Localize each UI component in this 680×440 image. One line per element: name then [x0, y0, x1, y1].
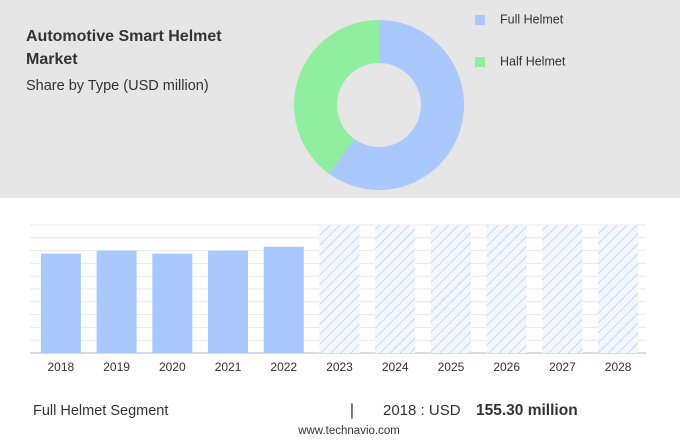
x-tick-label: 2026 [493, 360, 520, 374]
footer-separator: | [350, 402, 354, 419]
legend-label: Half Helmet [500, 54, 566, 68]
legend-swatch [475, 57, 485, 67]
title-line: Market [26, 51, 78, 68]
x-tick-label: 2025 [438, 360, 465, 374]
donut-slice [293, 20, 379, 174]
forecast-bar [319, 225, 360, 353]
forecast-bar [375, 225, 416, 353]
chart-subtitle: Share by Type (USD million) [26, 78, 209, 94]
bar [263, 246, 304, 353]
footer-year: 2018 : USD [383, 402, 461, 419]
bar [208, 250, 249, 353]
x-tick-label: 2027 [549, 360, 576, 374]
x-tick-label: 2020 [159, 360, 186, 374]
source: www.technavio.com [297, 425, 400, 437]
x-tick-label: 2021 [215, 360, 242, 374]
donut-slice [329, 20, 464, 190]
x-tick-label: 2028 [605, 360, 632, 374]
x-tick-label: 2019 [103, 360, 130, 374]
legend-swatch [475, 15, 485, 25]
bar [40, 253, 81, 353]
forecast-bar [542, 225, 583, 353]
forecast-bar [486, 225, 527, 353]
x-tick-label: 2024 [382, 360, 409, 374]
x-tick-label: 2023 [326, 360, 353, 374]
bar [152, 253, 193, 353]
bar [96, 250, 137, 353]
chart-title: Automotive Smart Helmet Market [26, 28, 222, 68]
footer-value: 155.30 million [476, 402, 578, 419]
legend-label: Full Helmet [500, 12, 564, 26]
x-tick-label: 2022 [270, 360, 297, 374]
x-tick-label: 2018 [48, 360, 75, 374]
title-line: Automotive Smart Helmet [26, 28, 222, 45]
forecast-bar [430, 225, 471, 353]
footer-segment: Full Helmet Segment [33, 403, 168, 419]
forecast-bar [598, 225, 639, 353]
